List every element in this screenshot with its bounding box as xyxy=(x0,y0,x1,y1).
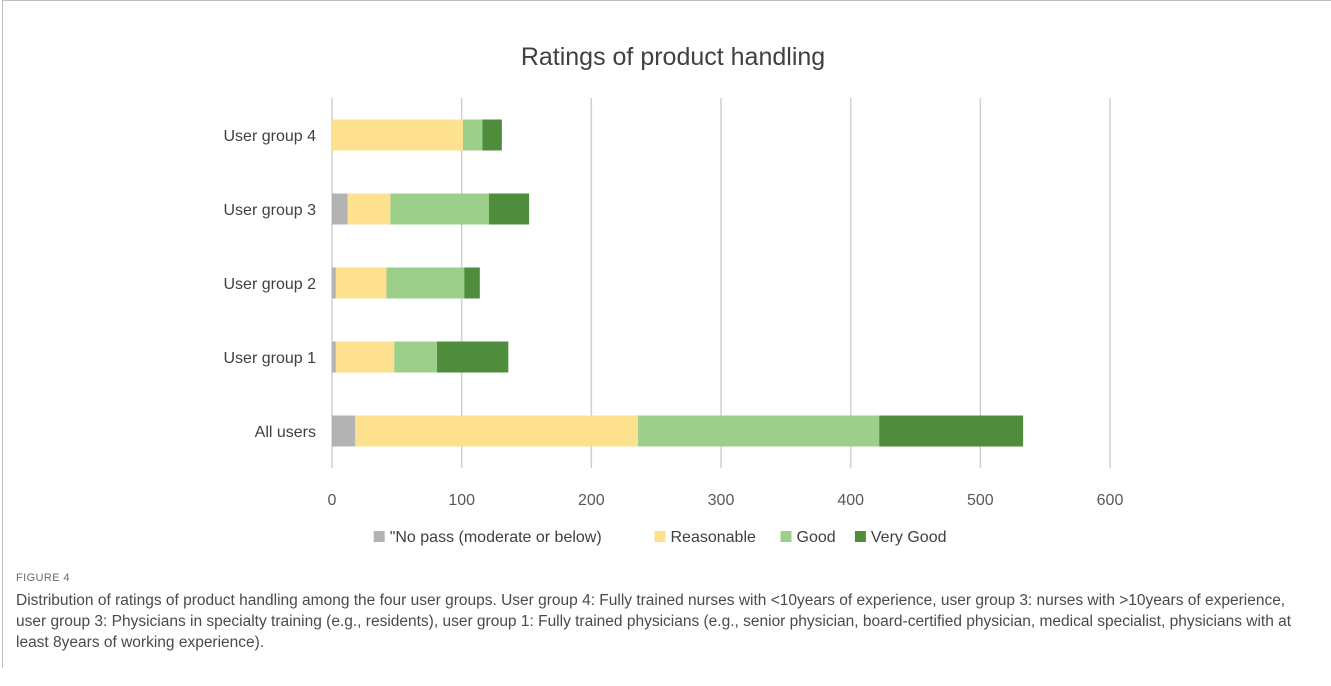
category-label: User group 4 xyxy=(224,128,317,145)
legend-label: Very Good xyxy=(871,529,947,546)
bar-segment xyxy=(335,341,395,373)
bar-segment xyxy=(386,267,465,299)
legend-label: Reasonable xyxy=(671,529,757,546)
legend: "No pass (moderate or below) Reasonable Go… xyxy=(373,529,947,546)
bar-segment xyxy=(879,415,1024,447)
legend-label: "No pass (moderate or below) xyxy=(390,529,602,546)
bar-segment xyxy=(355,415,639,447)
bars xyxy=(332,119,1024,447)
legend-swatch xyxy=(654,531,666,542)
x-tick-label: 300 xyxy=(708,492,735,509)
bar-segment xyxy=(332,119,463,151)
figure-caption: Distribution of ratings of product handl… xyxy=(16,592,1292,651)
x-tick-label: 0 xyxy=(328,492,337,509)
figure-label: FIGURE 4 xyxy=(16,572,70,584)
legend-label: Good xyxy=(797,529,836,546)
category-labels: User group 4 User group 3 User group 2 User… xyxy=(224,128,317,441)
bar-segment xyxy=(394,341,438,373)
bar-segment xyxy=(332,415,356,447)
x-tick-label: 600 xyxy=(1097,492,1124,509)
chart-title: Ratings of product handling xyxy=(521,43,825,71)
legend-swatch xyxy=(373,531,385,542)
legend-swatch xyxy=(854,531,866,542)
x-tick-label: 100 xyxy=(448,492,475,509)
bar-segment xyxy=(332,193,348,225)
bar-segment xyxy=(390,193,489,225)
x-axis-ticks: 0 100 200 300 400 500 600 xyxy=(328,492,1124,509)
bar-segment xyxy=(437,341,509,373)
category-label: All users xyxy=(255,424,316,441)
figure-frame xyxy=(2,0,1331,668)
legend-swatch xyxy=(780,531,792,542)
bar-segment xyxy=(332,267,336,299)
category-label: User group 1 xyxy=(224,350,317,367)
x-tick-label: 200 xyxy=(578,492,605,509)
category-label: User group 3 xyxy=(224,202,317,219)
x-tick-label: 400 xyxy=(837,492,864,509)
bar-segment xyxy=(335,267,387,299)
bar-segment xyxy=(464,267,480,299)
bar-segment xyxy=(482,119,502,151)
bar-segment xyxy=(332,341,336,373)
category-label: User group 2 xyxy=(224,276,317,293)
bar-segment xyxy=(347,193,391,225)
bar-segment xyxy=(488,193,530,225)
bar-segment xyxy=(638,415,880,447)
chart: Ratings of product handling User group 4… xyxy=(224,43,1124,546)
bar-segment xyxy=(462,119,483,151)
x-tick-label: 500 xyxy=(967,492,994,509)
